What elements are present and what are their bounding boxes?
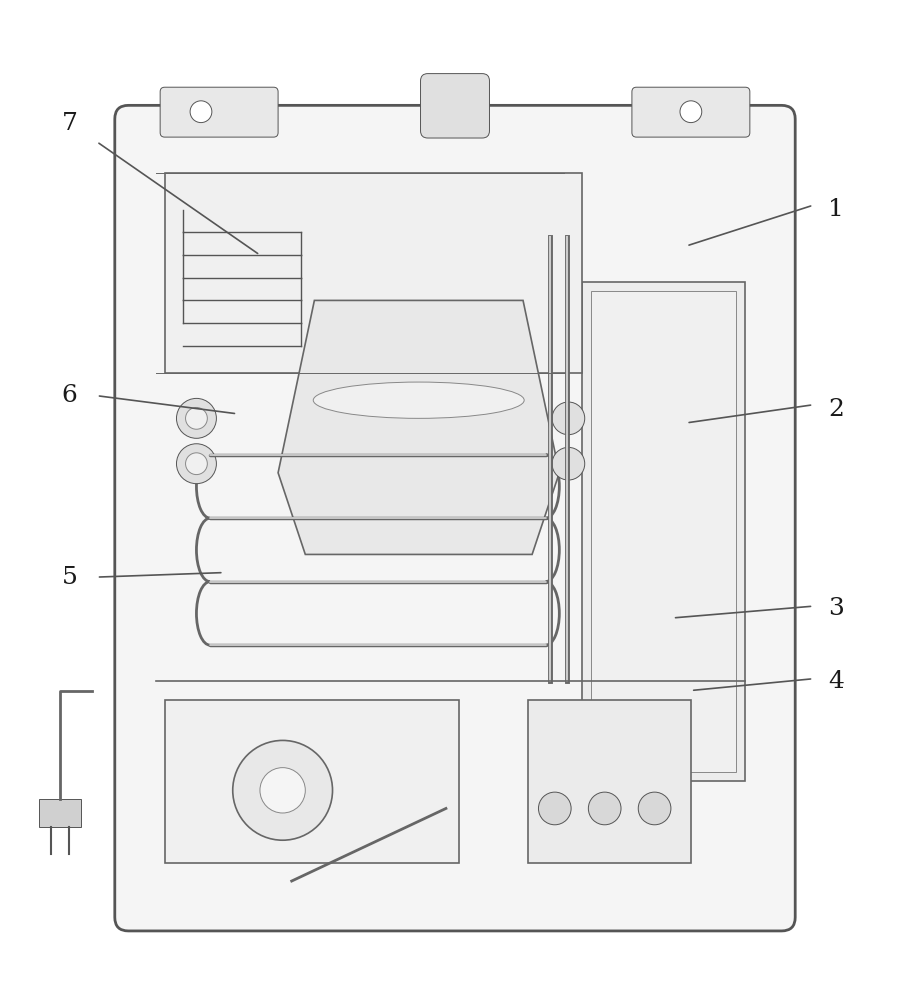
- Circle shape: [190, 101, 212, 123]
- Circle shape: [552, 402, 585, 435]
- Ellipse shape: [313, 382, 524, 418]
- Circle shape: [539, 792, 571, 825]
- FancyBboxPatch shape: [632, 87, 750, 137]
- Circle shape: [260, 768, 306, 813]
- Text: 2: 2: [828, 398, 844, 421]
- Polygon shape: [39, 799, 81, 827]
- FancyBboxPatch shape: [160, 87, 278, 137]
- FancyBboxPatch shape: [115, 105, 795, 931]
- Circle shape: [589, 792, 621, 825]
- Bar: [165, 700, 459, 863]
- Bar: [592, 291, 736, 772]
- Bar: [528, 700, 691, 863]
- Circle shape: [177, 398, 217, 438]
- Text: 4: 4: [828, 670, 844, 693]
- Bar: [582, 282, 745, 781]
- Text: 5: 5: [62, 566, 77, 589]
- Text: 6: 6: [62, 384, 77, 407]
- Text: 1: 1: [828, 198, 844, 221]
- Circle shape: [186, 453, 207, 475]
- Polygon shape: [278, 300, 560, 554]
- Circle shape: [680, 101, 702, 123]
- Bar: [165, 173, 582, 373]
- Circle shape: [233, 740, 332, 840]
- Circle shape: [638, 792, 671, 825]
- Circle shape: [552, 447, 585, 480]
- FancyBboxPatch shape: [420, 74, 490, 138]
- Text: 7: 7: [62, 112, 77, 135]
- Text: 3: 3: [828, 597, 844, 620]
- Circle shape: [177, 444, 217, 484]
- Circle shape: [186, 407, 207, 429]
